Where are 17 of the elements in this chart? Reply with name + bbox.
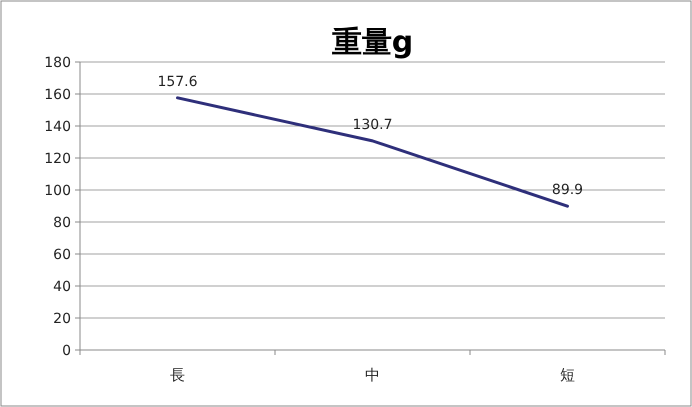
x-tick-label: 長 bbox=[170, 366, 185, 384]
y-tick-label: 20 bbox=[53, 311, 71, 327]
y-tick-label: 100 bbox=[44, 183, 71, 199]
y-tick-label: 0 bbox=[62, 343, 71, 359]
y-tick-label: 40 bbox=[53, 279, 71, 295]
chart-title: 重量g bbox=[332, 25, 414, 60]
y-tick-label: 60 bbox=[53, 247, 71, 263]
y-tick-label: 140 bbox=[44, 119, 71, 135]
y-tick-label: 180 bbox=[44, 55, 71, 71]
data-label: 157.6 bbox=[157, 74, 198, 90]
y-tick-label: 160 bbox=[44, 87, 71, 103]
y-tick-label: 120 bbox=[44, 151, 71, 167]
x-tick-label: 中 bbox=[365, 366, 380, 384]
x-tick-label: 短 bbox=[560, 366, 575, 384]
data-label: 89.9 bbox=[552, 182, 584, 198]
data-label: 130.7 bbox=[352, 116, 393, 133]
y-tick-label: 80 bbox=[53, 215, 71, 231]
